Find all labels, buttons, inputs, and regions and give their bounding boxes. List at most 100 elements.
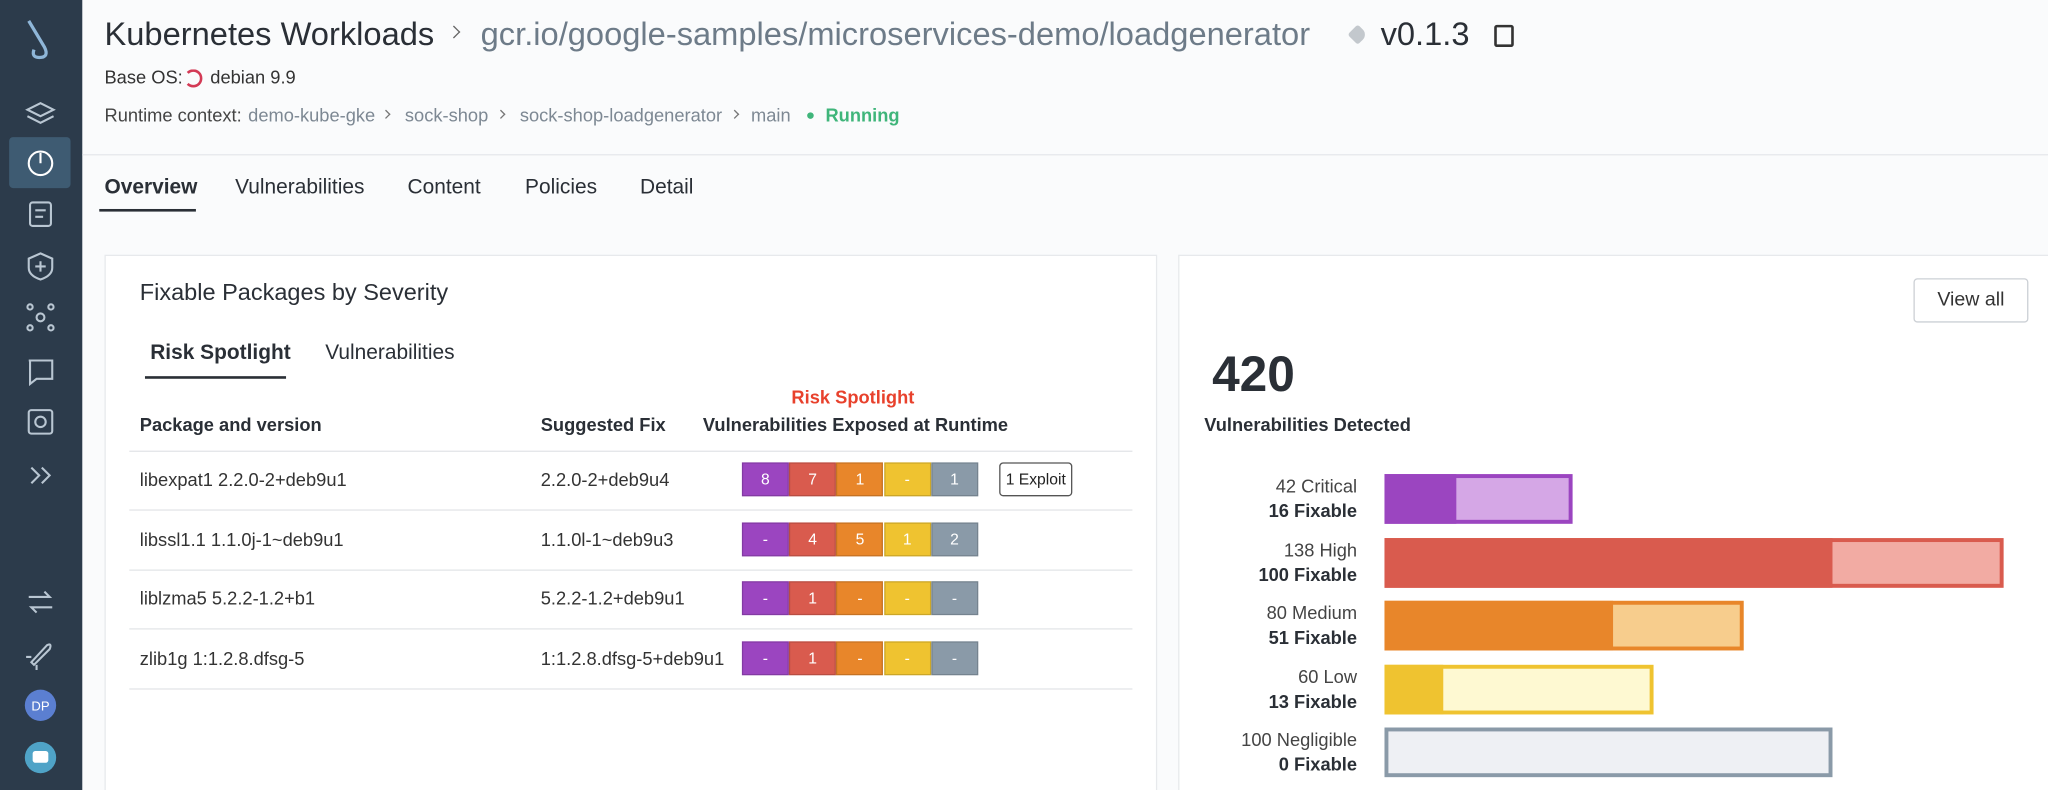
fixable-label: 16 Fixable [1269,500,1357,521]
chevron [496,109,506,119]
row-divider [129,509,1133,511]
column-header: Package and version [139,414,322,435]
row-divider [129,450,1133,452]
fixable-label: 100 Fixable [1258,564,1357,585]
copy-icon[interactable] [1494,24,1514,48]
chevron [447,25,461,39]
chevron [730,109,740,119]
fixable-count: 13 [1268,690,1289,712]
fixable-text: Fixable [1294,690,1358,712]
fixable-count: 16 [1268,500,1289,522]
annotation: Risk Spotlight [791,386,915,408]
severity-count: 1 [789,641,837,676]
status-dot [807,112,814,119]
divider [82,154,2048,156]
fixable-bar [1384,600,1614,651]
subtab-underline [144,376,287,379]
view-all-button[interactable]: View all [1913,278,2029,323]
tag-icon [1347,24,1368,45]
subtab[interactable]: Vulnerabilities [325,342,455,365]
severity-count: 4 [789,522,837,556]
fixable-text: Fixable [1294,563,1358,585]
severity-name: Critical [1301,475,1358,497]
tab[interactable]: Vulnerabilities [235,176,365,199]
runtime-item[interactable]: main [751,104,791,126]
tab[interactable]: Policies [525,176,598,199]
severity-count: - [741,522,789,556]
image-name: gcr.io/google-samples/microservices-demo… [480,16,1311,53]
severity-count: 100 [1241,728,1272,750]
severity-count: - [930,581,979,616]
severity-bar [1384,664,1654,714]
fixable-text: Fixable [1294,753,1358,775]
severity-count: - [741,581,789,616]
page-title: Kubernetes Workloads [104,16,435,53]
total-count: 420 [1212,348,1295,403]
column-header: Suggested Fix [540,414,666,435]
fixable-text: Fixable [1294,500,1358,522]
severity-label: 138 High [1284,539,1357,560]
card-title: Fixable Packages by Severity [139,278,449,305]
subtab[interactable]: Risk Spotlight [150,342,291,365]
package-name: libexpat1 2.2.0-2+deb9u1 [139,468,347,490]
fixable-count: 0 [1278,753,1289,775]
row-divider [129,569,1133,571]
severity-label: 60 Low [1298,665,1357,686]
package-name: libssl1.1 1.1.0j-1~deb9u1 [139,528,344,550]
fixable-bar [1384,537,1834,588]
fixable-bar [1384,664,1443,714]
fixable-bar [1384,474,1457,524]
severity-bar [1384,600,1744,651]
row-divider [129,628,1133,631]
tab[interactable]: Detail [639,176,694,199]
fixable-count: 100 [1258,563,1289,585]
exploit-button[interactable]: 1 Exploit [999,462,1073,497]
severity-bar [1384,474,1573,524]
severity-count: 1 [930,462,979,497]
row-divider [129,688,1133,690]
severity-count: 42 [1275,475,1297,497]
severity-count: - [836,641,884,676]
runtime-label: Runtime context: [104,104,242,126]
runtime-item[interactable]: sock-shop [404,104,489,126]
sidebar: DP [0,0,83,790]
avatar[interactable]: DP [31,699,49,714]
total-label: Vulnerabilities Detected [1204,414,1411,435]
severity-count: 138 [1283,538,1315,560]
severity-count: - [930,641,979,676]
severity-label: 42 Critical [1276,475,1357,496]
column-header: Vulnerabilities Exposed at Runtime [702,414,1009,435]
base-os: debian 9.9 [210,66,296,88]
status: Running [825,104,900,126]
severity-count: 60 [1298,665,1319,687]
severity-count: 5 [836,522,884,556]
severity-name: Low [1323,665,1358,687]
tab[interactable]: Content [407,176,481,199]
fixable-count: 51 [1268,626,1289,648]
suggested-fix: 5.2.2-1.2+deb9u1 [540,588,685,610]
severity-count: 1 [836,462,884,497]
severity-count: - [836,581,884,616]
runtime-item[interactable]: sock-shop-loadgenerator [519,104,723,126]
debian-icon [184,69,203,88]
fixable-text: Fixable [1294,626,1358,648]
tab[interactable]: Overview [104,176,198,199]
base-os-label: Base OS: [104,66,183,88]
severity-label: 100 Negligible [1241,729,1357,750]
severity-count: - [883,462,931,497]
suggested-fix: 1.1.0l-1~deb9u3 [540,528,674,550]
fixable-label: 0 Fixable [1279,754,1357,775]
image-tag: v0.1.3 [1380,16,1470,53]
sidebar-icons: DP [9,20,71,774]
package-name: zlib1g 1:1.2.8.dfsg-5 [139,647,305,669]
severity-count: 80 [1266,602,1287,624]
runtime-item[interactable]: demo-kube-gke [248,104,376,126]
severity-count: - [883,641,931,676]
tab-underline [99,208,196,212]
severity-count: 1 [789,581,837,616]
severity-count: - [741,641,789,676]
severity-name: Medium [1292,602,1358,624]
suggested-fix: 1:1.2.8.dfsg-5+deb9u1 [540,647,725,669]
packages-card [104,254,1158,790]
